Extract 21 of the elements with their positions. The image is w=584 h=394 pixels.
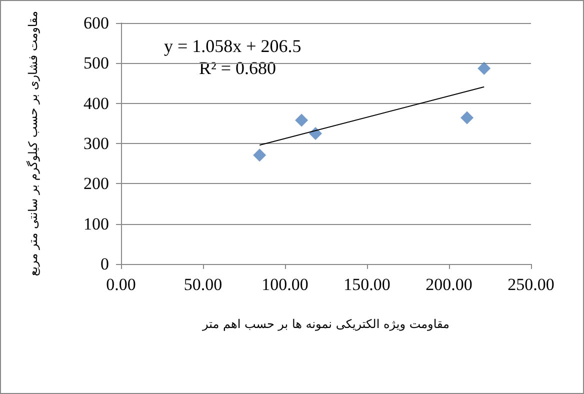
x-tick-label: 0.00 (106, 275, 136, 294)
y-tick-label: 300 (84, 134, 109, 153)
x-tick-label: 150.00 (344, 275, 390, 294)
y-tick-label: 500 (84, 54, 109, 73)
point (460, 111, 474, 124)
y-tick-label: 600 (84, 14, 109, 32)
y-tick-label: 100 (84, 214, 109, 234)
y-tick-label: 0 (100, 254, 109, 274)
point (309, 126, 322, 140)
point (478, 62, 491, 75)
annotation: y = 1.058x + 206.5 (164, 36, 302, 56)
y-tick-label: 200 (84, 174, 109, 194)
x-axis-title: مقاومت ویژه الکتریکی نمونه ها بر حسب اهم متر (202, 317, 450, 331)
point (295, 114, 308, 127)
x-tick-label: 50.00 (184, 275, 222, 294)
point (253, 148, 266, 162)
x-tick-label: 250.00 (508, 275, 554, 294)
y-tick-label: 400 (84, 94, 109, 113)
x-tick-label: 200.00 (426, 275, 472, 294)
x-tick-label: 100.00 (262, 275, 308, 294)
y-axis-title: مقاومت فشاری بر حسب کیلوگرم بر سانتی متر مربع (26, 10, 40, 276)
